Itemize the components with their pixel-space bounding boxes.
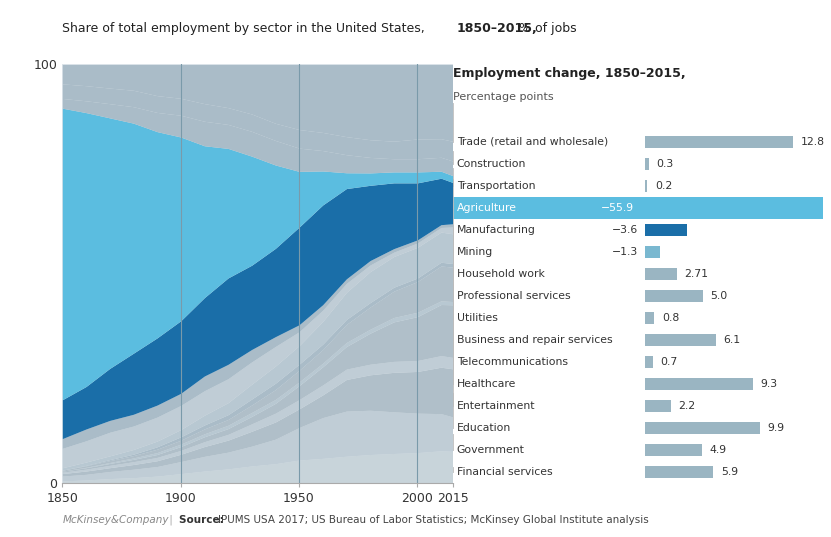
Text: 2.2: 2.2: [678, 401, 696, 411]
Text: Household work: Household work: [456, 269, 544, 279]
Text: 12.8: 12.8: [800, 136, 824, 147]
Bar: [645, 356, 653, 368]
Text: Entertainment: Entertainment: [456, 401, 535, 411]
Text: Financial services: Financial services: [456, 467, 553, 477]
Text: 6.1: 6.1: [723, 335, 740, 345]
Text: 2.71: 2.71: [684, 269, 708, 279]
Text: Construction: Construction: [456, 158, 526, 169]
Text: Telecommunications: Telecommunications: [456, 357, 568, 367]
Text: 0.7: 0.7: [661, 357, 678, 367]
Text: Utilities: Utilities: [456, 313, 498, 323]
Bar: [645, 400, 671, 412]
Text: 5.0: 5.0: [711, 291, 728, 301]
Bar: [645, 334, 715, 346]
Text: 5.9: 5.9: [720, 467, 738, 477]
Text: Mining: Mining: [456, 247, 493, 257]
Text: Agriculture: Agriculture: [456, 203, 517, 213]
Text: Healthcare: Healthcare: [456, 379, 516, 389]
Text: Trade (retail and wholesale): Trade (retail and wholesale): [456, 136, 607, 147]
Bar: [645, 466, 713, 478]
Text: % of jobs: % of jobs: [515, 22, 577, 35]
Text: Education: Education: [456, 423, 511, 433]
Bar: [645, 422, 760, 434]
Text: Professional services: Professional services: [456, 291, 570, 301]
Bar: [645, 378, 753, 390]
Bar: [645, 444, 702, 456]
Text: −1.3: −1.3: [612, 247, 638, 257]
Bar: [645, 135, 793, 148]
Text: IPUMS USA 2017; US Bureau of Labor Statistics; McKinsey Global Institute analysi: IPUMS USA 2017; US Bureau of Labor Stati…: [218, 515, 648, 525]
Text: 1850–2015,: 1850–2015,: [457, 22, 538, 35]
Bar: [645, 312, 655, 324]
Bar: [453, 197, 823, 219]
Bar: [645, 157, 649, 170]
Bar: [645, 179, 647, 192]
Text: 0.3: 0.3: [656, 158, 673, 169]
Text: Percentage points: Percentage points: [453, 92, 553, 102]
Text: Business and repair services: Business and repair services: [456, 335, 612, 345]
Text: Share of total employment by sector in the United States,: Share of total employment by sector in t…: [62, 22, 429, 35]
Text: Government: Government: [456, 445, 524, 455]
Text: McKinsey&Company: McKinsey&Company: [62, 515, 169, 525]
Text: Employment change, 1850–2015,: Employment change, 1850–2015,: [453, 67, 686, 80]
Text: 4.9: 4.9: [709, 445, 726, 455]
Text: 9.3: 9.3: [760, 379, 777, 389]
Text: Transportation: Transportation: [456, 180, 535, 191]
Bar: [645, 290, 703, 302]
Text: 0.2: 0.2: [655, 180, 672, 191]
Bar: [645, 268, 676, 280]
Bar: [645, 202, 831, 214]
Text: −3.6: −3.6: [612, 225, 638, 235]
Text: Manufacturing: Manufacturing: [456, 225, 535, 235]
Text: |: |: [166, 514, 179, 525]
Bar: [645, 224, 686, 236]
Bar: [645, 246, 660, 258]
Text: Source:: Source:: [179, 515, 227, 525]
Text: 9.9: 9.9: [767, 423, 784, 433]
Text: 0.8: 0.8: [661, 313, 679, 323]
Text: −55.9: −55.9: [601, 203, 634, 213]
